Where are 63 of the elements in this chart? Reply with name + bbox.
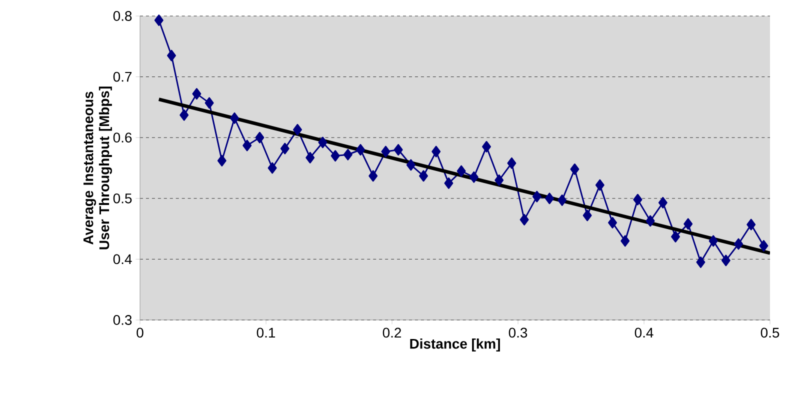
x-axis-title: Distance [km]: [410, 338, 500, 352]
x-tick-label: 0.4: [634, 328, 654, 338]
point: [734, 238, 743, 250]
point: [268, 162, 277, 174]
point: [494, 174, 504, 186]
point: [507, 157, 516, 169]
point: [230, 112, 239, 124]
point: [684, 218, 693, 230]
point: [558, 194, 567, 206]
point: [330, 150, 340, 162]
y-tick-label: 0.5: [113, 193, 132, 204]
point: [242, 140, 252, 152]
point: [280, 142, 290, 154]
point: [582, 210, 592, 222]
point: [545, 192, 554, 204]
x-tick-label: 0.2: [382, 328, 402, 338]
point: [469, 171, 478, 183]
point: [255, 132, 264, 144]
y-tick-label: 0.4: [113, 254, 132, 264]
point: [394, 144, 403, 156]
point: [456, 165, 466, 177]
point: [746, 218, 756, 230]
point: [482, 140, 491, 152]
point: [406, 159, 416, 171]
point: [608, 216, 617, 228]
point: [180, 109, 189, 121]
point: [293, 124, 302, 136]
point: [721, 254, 730, 266]
y-tick-label: 0.7: [113, 72, 132, 82]
point: [646, 215, 655, 227]
point: [759, 240, 768, 252]
y-axis-title: Average Instantaneous User Throughput [Mbps]: [84, 86, 112, 250]
point: [671, 230, 680, 242]
point: [318, 136, 328, 148]
x-tick-label: 0.5: [760, 328, 780, 338]
point: [432, 146, 441, 158]
point: [444, 177, 454, 189]
point: [343, 148, 352, 160]
point: [154, 14, 164, 26]
y-tick-label: 0.3: [113, 315, 132, 325]
point: [532, 190, 542, 202]
point: [633, 194, 642, 206]
point: [658, 196, 668, 208]
point: [192, 88, 202, 100]
point: [520, 214, 529, 226]
point: [217, 154, 226, 166]
x-tick-label: 0: [136, 328, 144, 338]
point: [595, 179, 604, 191]
point: [696, 256, 706, 268]
point: [204, 97, 214, 109]
x-tick-label: 0.3: [508, 328, 528, 338]
point: [708, 235, 718, 247]
point: [620, 235, 630, 247]
point: [381, 146, 390, 158]
point: [570, 163, 580, 175]
point: [368, 170, 378, 182]
y-tick-label: 0.6: [113, 132, 132, 143]
point: [167, 50, 176, 62]
x-tick-label: 0.1: [256, 328, 276, 338]
point: [356, 144, 365, 156]
y-tick-label: 0.8: [113, 11, 132, 21]
point: [419, 170, 428, 182]
point: [306, 152, 315, 164]
